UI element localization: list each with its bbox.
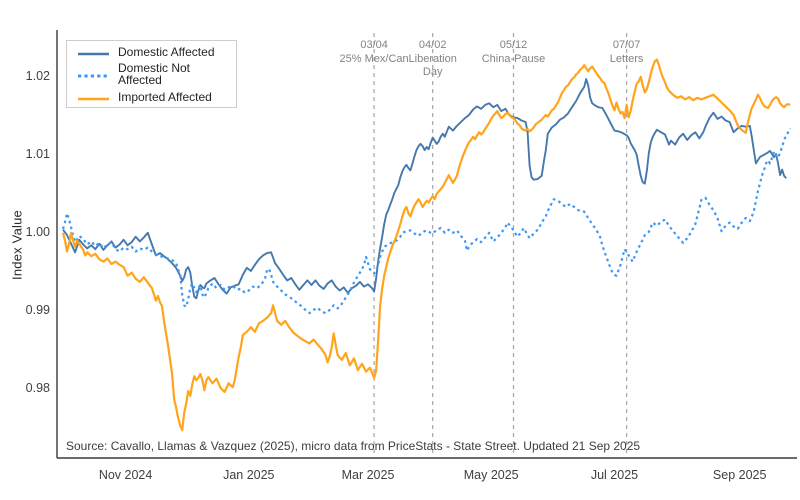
y-tick-label: 1.00 — [26, 225, 50, 239]
x-tick-label: Nov 2024 — [99, 468, 153, 482]
annotation-date: 04/02 — [418, 39, 447, 51]
annotation-text: China-Pause — [481, 52, 546, 65]
annotation-date: 07/07 — [612, 39, 641, 51]
annotation-text: Letters — [609, 52, 644, 65]
series-line-imported-affected — [61, 58, 791, 432]
y-tick-label: 0.98 — [26, 381, 50, 395]
annotation-25pct-mex-can: 03/04 25% Mex/Can — [340, 39, 409, 66]
source-note: Source: Cavallo, Llamas & Vazquez (2025)… — [66, 439, 641, 453]
x-tick-label: May 2025 — [464, 468, 519, 482]
legend-line-sample — [78, 52, 109, 55]
legend-line-sample — [78, 97, 109, 100]
legend-label: Imported Affected — [118, 89, 212, 104]
x-tick-label: Sep 2025 — [713, 468, 767, 482]
y-tick-label: 1.01 — [26, 147, 50, 161]
legend-line-sample — [78, 74, 109, 78]
legend-item-imported-affected: Imported Affected — [78, 91, 236, 103]
dotted-line-swatch-icon — [78, 70, 109, 78]
solid-line-swatch-icon — [78, 48, 109, 56]
x-tick-label: Mar 2025 — [342, 468, 395, 482]
annotation-liberation-day: 04/02 Liberation Day — [409, 39, 457, 80]
annotation-text: Liberation — [408, 52, 457, 65]
x-tick-label: Jul 2025 — [591, 468, 638, 482]
legend-label: Domestic Not Affected — [118, 61, 191, 87]
annotation-date: 03/04 — [360, 39, 388, 51]
solid-line-swatch-icon — [78, 93, 109, 101]
y-tick-label: 0.99 — [26, 303, 50, 317]
annotation-text: 25% Mex/Can — [339, 52, 409, 65]
annotation-china-pause: 05/12 China-Pause — [482, 39, 546, 66]
annotation-letters: 07/07 Letters — [610, 39, 644, 66]
series-line-domestic-not-affected — [61, 127, 792, 315]
legend-item-domestic-not-affected: Domestic Not Affected — [78, 62, 236, 86]
legend-label: Domestic Affected — [118, 44, 215, 59]
annotation-text: Day — [422, 66, 443, 78]
x-tick-label: Jan 2025 — [223, 468, 274, 482]
y-tick-label: 1.02 — [26, 69, 50, 83]
annotation-date: 05/12 — [499, 39, 528, 51]
series-line-domestic-affected — [62, 78, 787, 300]
legend: Domestic Affected Domestic Not Affected … — [66, 40, 237, 108]
legend-item-domestic-affected: Domestic Affected — [78, 46, 236, 58]
y-axis-title: Index Value — [9, 210, 25, 280]
